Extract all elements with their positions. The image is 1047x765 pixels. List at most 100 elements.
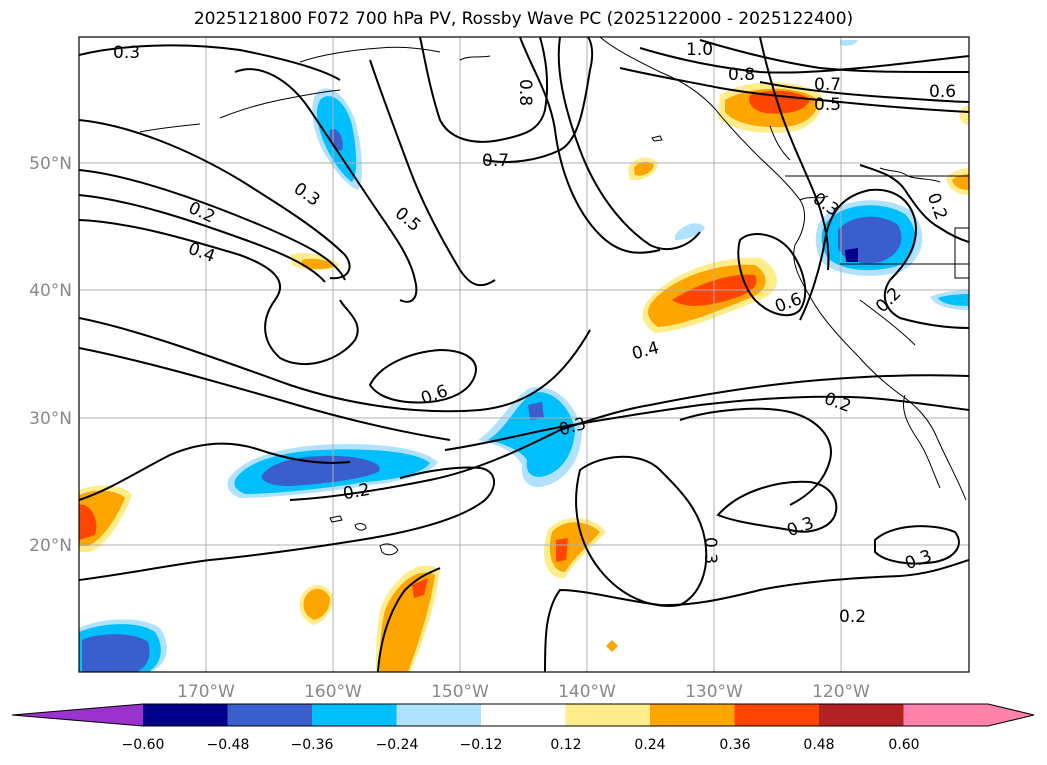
coastlines — [139, 37, 969, 556]
colorbar-tick-label: −0.12 — [460, 737, 503, 753]
colorbar-bin — [227, 704, 313, 726]
colorbar — [11, 703, 1035, 727]
colorbar-bin — [143, 704, 228, 726]
colorbar-bin — [312, 704, 397, 726]
contour-line — [619, 67, 969, 113]
map-title: 2025121800 F072 700 hPa PV, Rossby Wave … — [193, 9, 854, 29]
contour-line — [234, 68, 418, 303]
colorbar-tick-label: −0.36 — [291, 737, 334, 753]
contour-line — [859, 164, 969, 243]
anomaly-negative — [528, 402, 544, 420]
anomaly-negative — [82, 634, 150, 672]
contour-line — [759, 81, 969, 103]
contour-line — [759, 37, 830, 271]
contour-label: 0.6 — [929, 82, 956, 102]
colorbar-labels: −0.60 −0.48 −0.36 −0.24 −0.12 0.12 0.24 … — [122, 737, 920, 753]
contour-line — [575, 455, 708, 607]
contour-label: 0.7 — [814, 75, 841, 95]
anomaly-positive — [749, 90, 810, 114]
anomaly-positive — [606, 640, 618, 652]
anomaly-negative — [261, 455, 380, 486]
contour-line — [737, 233, 807, 317]
anomaly-positive — [79, 504, 97, 540]
contour-line — [544, 559, 969, 672]
contour-label: 0.8 — [515, 79, 535, 106]
anomaly-negative — [840, 40, 858, 46]
colorbar-tick-label: 0.60 — [888, 737, 919, 753]
anomaly-positive — [303, 588, 330, 620]
lon-label-150w: 150°W — [431, 682, 489, 702]
colorbar-bin — [650, 704, 735, 726]
colorbar-tick-label: 0.48 — [803, 737, 834, 753]
lon-label-130w: 130°W — [685, 682, 743, 702]
latitude-labels: 50°N 40°N 30°N 20°N — [29, 154, 72, 556]
lat-label-50n: 50°N — [29, 154, 72, 174]
contour-label: 0.8 — [728, 65, 755, 85]
colorbar-extend-min — [12, 704, 143, 726]
colorbar-extend-max — [988, 704, 1034, 726]
contour-line — [557, 37, 701, 251]
contour-line — [799, 188, 969, 329]
contour-label: 0.7 — [482, 151, 509, 171]
anomaly-positive — [952, 174, 969, 190]
colorbar-tick-label: 0.24 — [634, 737, 665, 753]
contour-label: 0.5 — [814, 95, 841, 115]
longitude-labels: 170°W 160°W 150°W 140°W 130°W 120°W — [177, 682, 870, 702]
colorbar-bin — [734, 704, 820, 726]
contour-line — [874, 525, 960, 565]
contour-line — [79, 44, 341, 81]
lat-label-30n: 30°N — [29, 409, 72, 429]
colorbar-tick-label: 0.12 — [550, 737, 581, 753]
contour-line — [444, 395, 969, 451]
contour-line — [639, 47, 969, 74]
anomaly-positive — [380, 572, 435, 672]
colorbar-tick-label: −0.24 — [376, 737, 419, 753]
anomaly-positive — [634, 161, 654, 176]
contour-label: 0.2 — [839, 607, 866, 627]
anomaly-negative — [938, 294, 969, 306]
colorbar-bin — [481, 704, 566, 726]
map-frame — [78, 36, 970, 673]
contour-line — [79, 442, 351, 501]
contour-line — [79, 466, 495, 581]
colorbar-bin — [565, 704, 651, 726]
contour-line — [377, 567, 441, 672]
anomaly-positive — [412, 578, 428, 598]
map-background — [79, 37, 969, 672]
contour-line — [699, 39, 969, 73]
colorbar-tick-label: −0.60 — [122, 737, 165, 753]
anomaly-positive — [302, 258, 336, 269]
lon-label-170w: 170°W — [177, 682, 235, 702]
contour-line — [368, 348, 477, 404]
contour-line — [419, 37, 549, 143]
colorbar-bin — [819, 704, 904, 726]
lon-label-140w: 140°W — [558, 682, 616, 702]
contour-line — [79, 194, 326, 283]
colorbar-tick-label: −0.48 — [207, 737, 250, 753]
shaded-anomalies — [79, 40, 969, 672]
lon-label-160w: 160°W — [304, 682, 362, 702]
contour-line — [79, 317, 591, 413]
anomaly-positive — [556, 538, 568, 562]
contour-lines — [79, 37, 969, 672]
contour-label: 1.0 — [686, 40, 713, 60]
anomaly-negative — [488, 392, 575, 477]
anomaly-negative — [845, 248, 858, 262]
anomaly-positive — [959, 105, 969, 125]
colorbar-outline — [11, 703, 1035, 727]
contour-line — [716, 480, 838, 533]
anomaly-negative — [675, 223, 705, 240]
contour-line — [79, 219, 359, 366]
graticule — [79, 37, 969, 672]
lat-label-40n: 40°N — [29, 281, 72, 301]
contour-line — [79, 169, 346, 281]
contour-label: 0.3 — [700, 537, 720, 564]
lon-label-120w: 120°W — [812, 682, 870, 702]
contour-line — [519, 37, 661, 254]
contour-line — [79, 119, 351, 280]
contour-line — [289, 374, 969, 501]
colorbar-tick-label: 0.36 — [719, 737, 750, 753]
contour-line — [79, 347, 451, 441]
colorbar-bin — [903, 704, 989, 726]
